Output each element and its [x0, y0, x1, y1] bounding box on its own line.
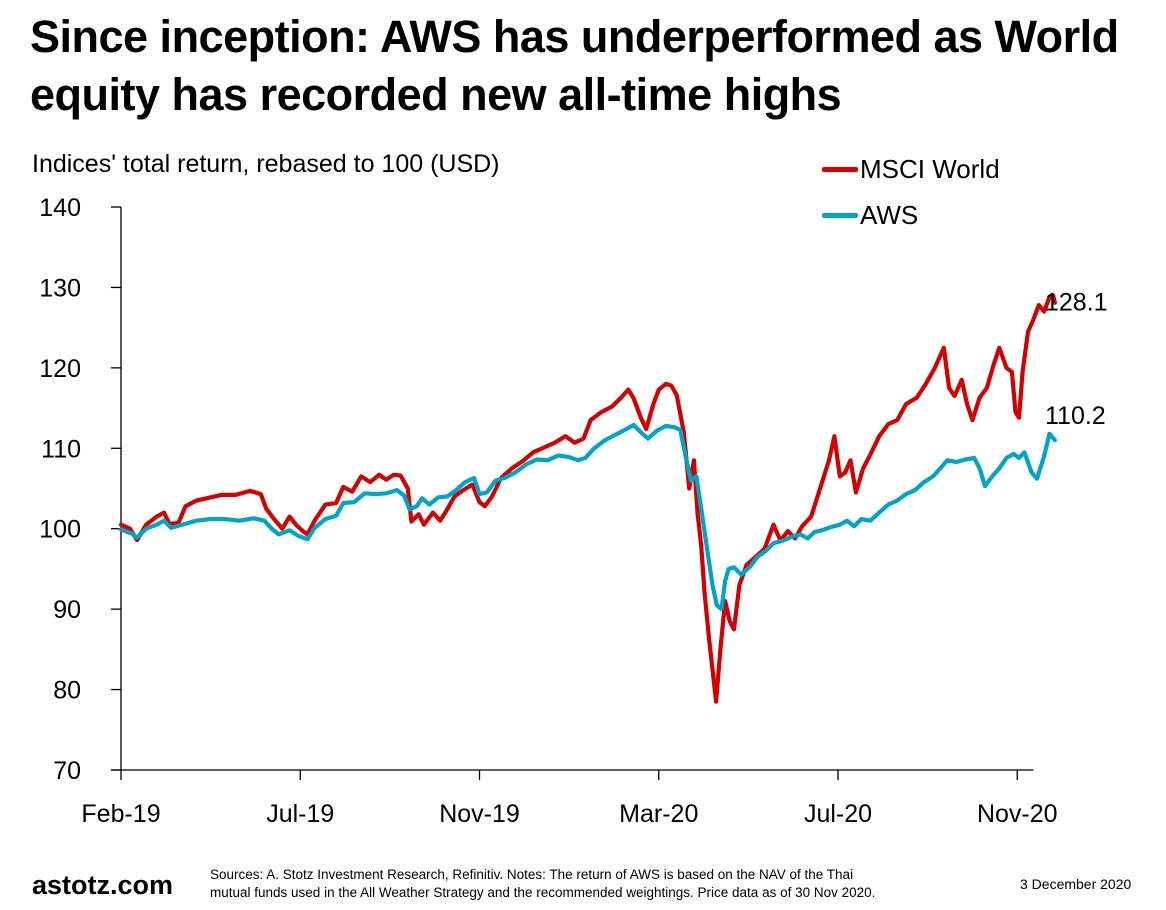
legend-item-msci-world: MSCI World	[822, 146, 1000, 192]
series-group	[118, 293, 1057, 704]
footer-notes-line-2: mutual funds used in the All Weather Str…	[210, 885, 876, 900]
end-label-aws: 110.2	[1045, 402, 1106, 430]
legend-swatch-aws	[822, 212, 858, 218]
x-tick-label: Jul-20	[804, 800, 872, 828]
end-label-msci-world: 128.1	[1045, 289, 1108, 317]
y-tick-label: 100	[39, 516, 81, 544]
footer-notes: Sources: A. Stotz Investment Research, R…	[210, 866, 1000, 902]
x-tick-label: Mar-20	[619, 800, 698, 828]
y-tick-label: 120	[39, 355, 81, 383]
y-tick-label: 140	[39, 194, 81, 222]
legend-item-aws: AWS	[822, 192, 1000, 238]
series-line-aws	[118, 422, 1057, 612]
legend: MSCI World AWS	[822, 146, 1000, 238]
legend-label-msci-world: MSCI World	[860, 153, 1000, 184]
x-tick-label: Jul-19	[266, 800, 334, 828]
series-line-msci-world	[118, 293, 1057, 704]
legend-label-aws: AWS	[860, 199, 919, 230]
x-tick-label: Feb-19	[81, 800, 160, 828]
x-tick-label: Nov-19	[439, 800, 520, 828]
y-tick-label: 70	[53, 757, 81, 785]
legend-swatch-msci-world	[822, 166, 858, 172]
y-tick-label: 110	[41, 435, 81, 463]
chart-title: Since inception: AWS has underperformed …	[30, 11, 1119, 120]
y-tick-label: 80	[53, 677, 81, 705]
footer-brand: astotz.com	[32, 870, 174, 900]
footer-date: 3 December 2020	[1020, 876, 1132, 892]
x-tick-label: Nov-20	[977, 800, 1058, 828]
chart-subtitle: Indices' total return, rebased to 100 (U…	[32, 150, 500, 178]
y-tick-label: 90	[53, 596, 81, 624]
footer-notes-line-1: Sources: A. Stotz Investment Research, R…	[210, 867, 854, 882]
y-tick-label: 130	[39, 274, 81, 302]
end-labels: 128.1 110.2	[1045, 289, 1108, 431]
